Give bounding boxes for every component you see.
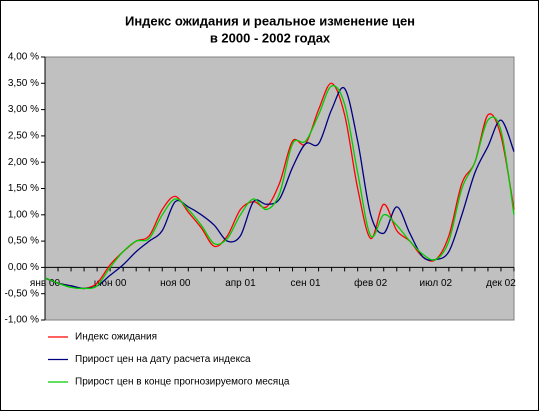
x-tick-label: фев 02: [354, 277, 387, 289]
x-tick-label: апр 01: [225, 278, 256, 289]
chart-title: Индекс ожидания и реальное изменение цен: [125, 13, 415, 28]
x-tick-label: ноя 00: [160, 278, 191, 289]
y-tick-label: 3,00 %: [8, 104, 39, 115]
y-tick-label: 1,00 %: [8, 209, 39, 220]
x-tick-label: сен 01: [291, 278, 321, 289]
y-tick-label: 2,00 %: [8, 157, 39, 168]
x-tick-label: июл 02: [420, 278, 453, 289]
y-tick-label: 4,00 %: [8, 52, 39, 63]
x-tick-label: янв 00: [30, 278, 61, 289]
y-tick-label: 3,50 %: [8, 78, 39, 89]
y-tick-label: 0,50 %: [8, 236, 39, 247]
series-line: [44, 84, 515, 290]
legend-label: Прирост цен в конце прогнозируемого меся…: [75, 377, 290, 388]
chart-title: в 2000 - 2002 годах: [210, 30, 331, 45]
x-tick-label: июн 00: [94, 278, 127, 289]
x-tick-label: дек 02: [486, 278, 516, 289]
plot-area: [44, 56, 515, 321]
legend-label: Индекс ожидания: [75, 332, 157, 343]
y-tick-label: 0,00 %: [8, 262, 39, 273]
legend-label: Прирост цен на дату расчета индекса: [75, 354, 251, 365]
y-tick-label: -0,50 %: [5, 288, 40, 299]
y-tick-label: 2,50 %: [8, 131, 39, 142]
y-tick-label: -1,00 %: [5, 315, 40, 326]
y-tick-label: 1,50 %: [8, 183, 39, 194]
